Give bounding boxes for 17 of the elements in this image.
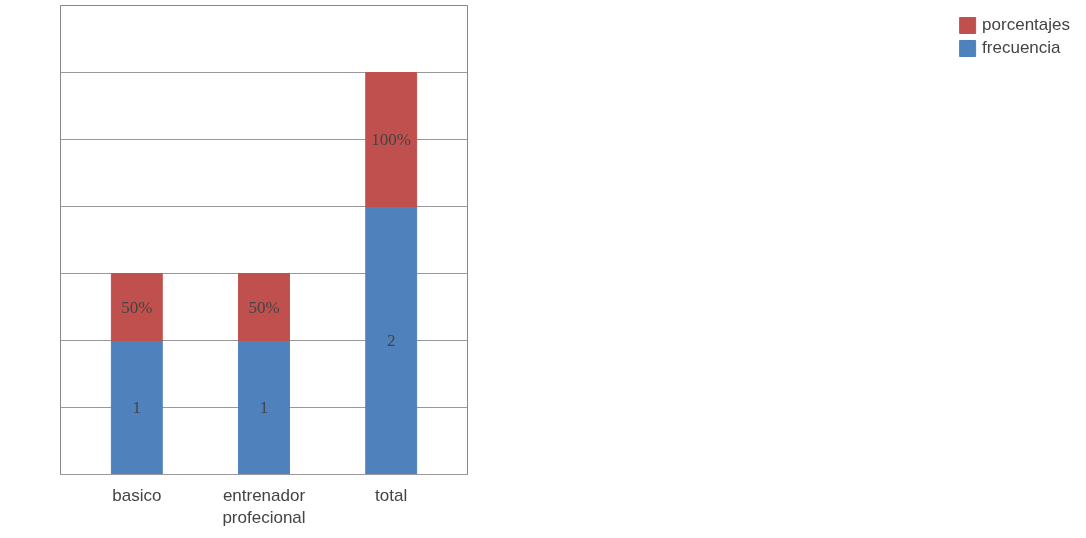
bar xyxy=(110,340,163,475)
data-label: 2 xyxy=(386,331,396,350)
data-label: 1 xyxy=(259,398,269,417)
data-label: 1 xyxy=(132,398,142,417)
x-tick-label: total xyxy=(375,485,408,505)
bar xyxy=(110,273,163,341)
bar xyxy=(365,206,418,475)
bar xyxy=(238,340,290,475)
data-label: 100% xyxy=(371,130,412,149)
x-tick-label: entrenador profecional xyxy=(222,485,306,528)
x-tick-label: basico xyxy=(112,485,162,505)
bar xyxy=(238,273,290,341)
bar xyxy=(365,72,418,207)
legend-label: frecuencia xyxy=(982,38,1061,58)
data-label: 50% xyxy=(248,297,280,317)
data-label: 50% xyxy=(121,297,153,317)
legend-label: porcentajes xyxy=(982,15,1070,35)
